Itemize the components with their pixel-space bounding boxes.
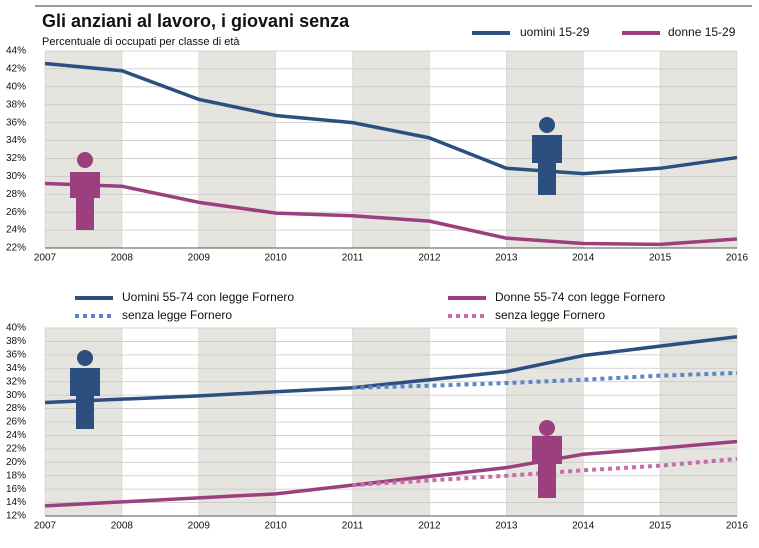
line: [44, 334, 738, 405]
x-tick-label: 2014: [572, 253, 595, 264]
x-tick-label: 2011: [342, 253, 364, 264]
line: [44, 439, 738, 508]
x-tick-label: 2009: [188, 253, 211, 264]
legend-label: senza legge Fornero: [122, 308, 232, 322]
line: [44, 181, 738, 247]
y-tick-label: 24%: [6, 430, 26, 441]
y-tick-label: 40%: [6, 323, 26, 334]
y-tick-label: 44%: [6, 46, 26, 57]
x-tick-label: 2012: [418, 253, 441, 264]
legend-label: Uomini 55-74 con legge Fornero: [122, 290, 294, 304]
y-tick-label: 34%: [6, 135, 26, 146]
band: [660, 51, 737, 248]
icons: [70, 117, 562, 498]
person-icon: [70, 350, 100, 429]
y-tick-label: 38%: [6, 336, 26, 347]
x-tick-label: 2015: [649, 521, 672, 532]
y-tick-label: 38%: [6, 99, 26, 110]
chart-subtitle: Percentuale di occupati per classe di et…: [42, 36, 240, 48]
legend-label: donne 15-29: [668, 25, 736, 39]
y-tick-label: 14%: [6, 497, 26, 508]
legend-label: uomini 15-29: [520, 25, 590, 39]
x-tick-label: 2011: [342, 521, 364, 532]
x-tick-label: 2013: [495, 253, 518, 264]
y-tick-label: 18%: [6, 470, 26, 481]
y-tick-label: 22%: [6, 443, 26, 454]
y-tick-label: 36%: [6, 117, 26, 128]
y-tick-label: 26%: [6, 207, 26, 218]
x-tick-label: 2008: [111, 253, 134, 264]
person-icon: [532, 420, 562, 498]
x-tick-label: 2012: [418, 521, 441, 532]
y-tick-label: 30%: [6, 390, 26, 401]
plots: 22% 24% 26% 28% 30% 32% 34% 36% 38% 40% 42% 44% 2007…: [6, 25, 749, 531]
x-tick-label: 2010: [265, 253, 288, 264]
y-tick-label: 16%: [6, 484, 26, 495]
band: [198, 51, 276, 248]
y-tick-label: 12%: [6, 511, 26, 522]
y-tick-label: 28%: [6, 403, 26, 414]
legend-label: Donne 55-74 con legge Fornero: [495, 290, 665, 304]
line: [352, 370, 738, 390]
chart-title: Gli anziani al lavoro, i giovani senza: [42, 11, 350, 31]
x-tick-label: 2015: [649, 253, 672, 264]
legend-label: senza legge Fornero: [495, 308, 605, 322]
x-tick-label: 2010: [265, 521, 288, 532]
y-tick-label: 36%: [6, 349, 26, 360]
y-tick-label: 26%: [6, 417, 26, 428]
y-tick-label: 24%: [6, 225, 26, 236]
person-icon: [70, 152, 100, 230]
x-tick-label: 2016: [726, 521, 749, 532]
line: [44, 61, 738, 176]
y-tick-label: 20%: [6, 457, 26, 468]
y-tick-label: 42%: [6, 64, 26, 75]
y-tick-label: 40%: [6, 81, 26, 92]
x-tick-label: 2009: [188, 521, 211, 532]
x-tick-label: 2008: [111, 521, 134, 532]
y-tick-label: 32%: [6, 153, 26, 164]
person-icon: [532, 117, 562, 195]
y-tick-label: 34%: [6, 363, 26, 374]
x-tick-label: 2016: [726, 253, 749, 264]
x-tick-label: 2014: [572, 521, 595, 532]
x-tick-label: 2013: [495, 521, 518, 532]
x-tick-label: 2007: [34, 253, 57, 264]
y-tick-label: 30%: [6, 171, 26, 182]
y-tick-label: 22%: [6, 243, 26, 254]
y-tick-label: 32%: [6, 376, 26, 387]
x-tick-label: 2007: [34, 521, 57, 532]
y-tick-label: 28%: [6, 189, 26, 200]
